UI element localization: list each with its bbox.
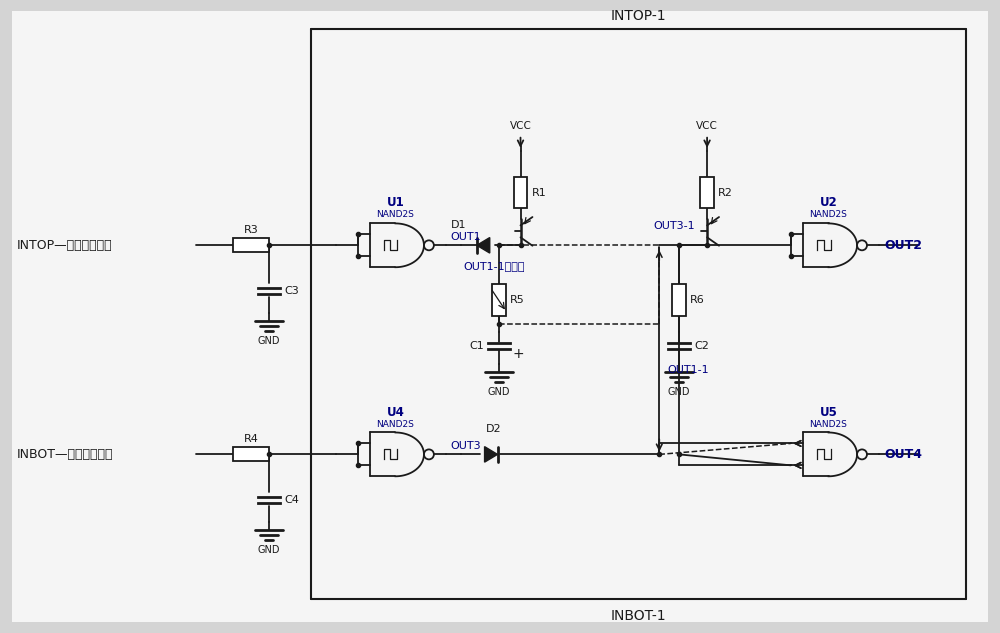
Text: NAND2S: NAND2S: [810, 210, 847, 220]
Text: VCC: VCC: [696, 121, 718, 131]
Text: R1: R1: [531, 187, 546, 197]
Bar: [514, 177, 527, 208]
Text: OUT1-1高电平: OUT1-1高电平: [464, 261, 525, 272]
Bar: [492, 284, 506, 316]
Text: GND: GND: [258, 545, 280, 555]
Text: C4: C4: [284, 495, 299, 505]
Text: R2: R2: [718, 187, 733, 197]
Bar: [233, 448, 269, 461]
Text: OUT1-1: OUT1-1: [667, 365, 709, 375]
Text: C1: C1: [469, 341, 484, 351]
Text: U4: U4: [387, 406, 404, 418]
Text: +: +: [513, 347, 524, 361]
Bar: [672, 284, 686, 316]
Text: D1: D1: [451, 220, 467, 230]
Text: GND: GND: [668, 387, 690, 397]
Text: C2: C2: [694, 341, 709, 351]
Text: OUT3-1: OUT3-1: [653, 222, 695, 232]
Text: INTOP-1: INTOP-1: [611, 9, 666, 23]
Text: INTOP—上桥输入信号: INTOP—上桥输入信号: [17, 239, 113, 252]
Text: VCC: VCC: [510, 121, 531, 131]
Text: U2: U2: [820, 196, 837, 210]
Text: OUT2: OUT2: [884, 239, 922, 252]
Polygon shape: [485, 447, 498, 462]
Text: OUT3: OUT3: [451, 441, 481, 451]
Text: INBOT-1: INBOT-1: [611, 609, 666, 623]
Text: GND: GND: [487, 387, 510, 397]
Text: C3: C3: [284, 286, 299, 296]
Polygon shape: [477, 237, 490, 253]
Bar: [700, 177, 714, 208]
Text: U5: U5: [820, 406, 837, 418]
Text: D2: D2: [486, 425, 501, 434]
Text: GND: GND: [258, 336, 280, 346]
Text: NAND2S: NAND2S: [377, 420, 414, 429]
Text: R4: R4: [244, 434, 259, 444]
Text: OUT4: OUT4: [884, 448, 922, 461]
Text: R6: R6: [690, 295, 705, 305]
Text: NAND2S: NAND2S: [377, 210, 414, 220]
Text: INBOT—下桥输入信号: INBOT—下桥输入信号: [17, 448, 114, 461]
Text: R3: R3: [244, 225, 258, 235]
Text: OUT1: OUT1: [451, 232, 481, 242]
Text: R5: R5: [510, 295, 524, 305]
Text: NAND2S: NAND2S: [810, 420, 847, 429]
Text: U1: U1: [387, 196, 404, 210]
Bar: [233, 239, 269, 253]
